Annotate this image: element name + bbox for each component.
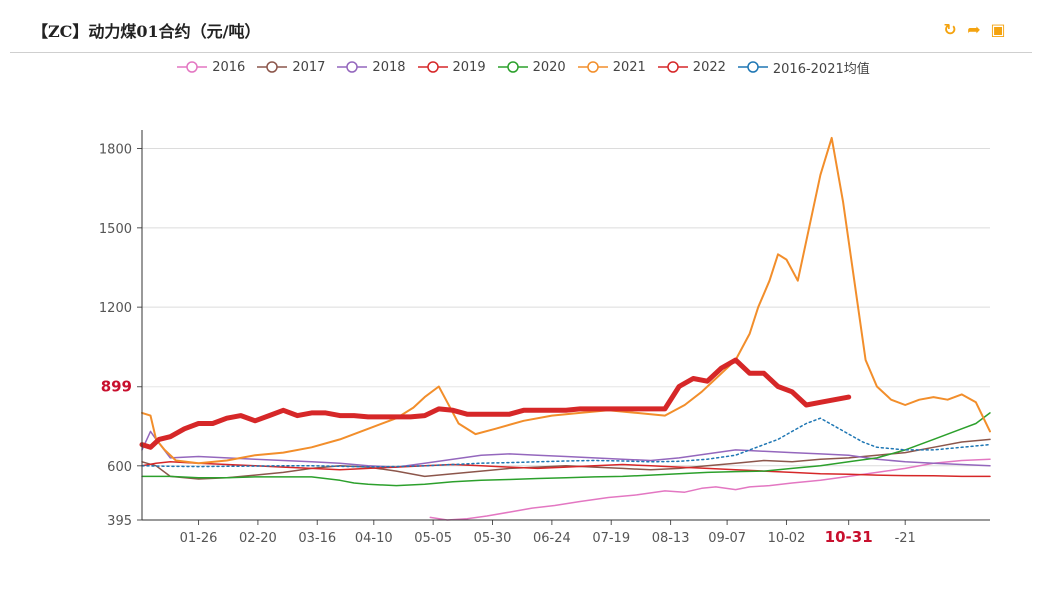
restore-icon[interactable]: ↻ bbox=[943, 20, 957, 39]
x-tick-label: 06-24 bbox=[533, 531, 571, 546]
legend-symbol-icon bbox=[497, 61, 528, 73]
legend-symbol-icon bbox=[177, 61, 208, 73]
legend-label: 2017 bbox=[292, 59, 326, 75]
x-tick-highlight: 10-31 bbox=[825, 528, 873, 546]
legend-marker bbox=[266, 61, 279, 73]
share-icon[interactable]: ➦ bbox=[967, 20, 981, 39]
legend-marker bbox=[747, 61, 759, 73]
y-tick-label: 600 bbox=[107, 460, 132, 475]
series-line-2019[interactable] bbox=[141, 461, 991, 478]
series-line-2022[interactable] bbox=[139, 357, 852, 450]
legend-marker bbox=[586, 61, 599, 73]
x-tick-label: 04-10 bbox=[355, 531, 393, 546]
legend-symbol-icon bbox=[417, 61, 448, 73]
x-tick-label: 03-16 bbox=[298, 531, 336, 546]
legend-label: 2019 bbox=[452, 59, 486, 75]
y-tick-label: 1200 bbox=[99, 301, 132, 316]
chart-header: 【ZC】动力煤01合约（元/吨） ↻ ➦ ▣ bbox=[10, 0, 1032, 53]
legend-label: 2016 bbox=[212, 59, 246, 75]
x-tick-label: -21 bbox=[895, 531, 916, 546]
legend-item-2022[interactable]: 2022 bbox=[657, 56, 726, 78]
legend-symbol-icon bbox=[337, 61, 368, 73]
series-group bbox=[139, 136, 991, 521]
legend-label: 2018 bbox=[372, 59, 406, 75]
series-line-2020[interactable] bbox=[141, 412, 991, 487]
y-tick-label: 395 bbox=[107, 514, 132, 529]
legend-item-2019[interactable]: 2019 bbox=[417, 56, 486, 78]
legend-label: 2022 bbox=[692, 59, 726, 75]
y-tick-label: 1800 bbox=[99, 143, 132, 158]
y-tick-label: 1500 bbox=[99, 222, 132, 237]
series-line-2016-2021均值[interactable] bbox=[141, 417, 991, 468]
legend-label: 2020 bbox=[532, 59, 566, 75]
chart-title: 【ZC】动力煤01合约（元/吨） bbox=[32, 22, 261, 41]
x-tick-label: 09-07 bbox=[708, 531, 746, 546]
legend-label: 2021 bbox=[612, 59, 646, 75]
save-image-icon[interactable]: ▣ bbox=[990, 20, 1006, 39]
legend-item-2017[interactable]: 2017 bbox=[257, 56, 325, 78]
legend-symbol-icon bbox=[257, 61, 288, 73]
x-tick-label: 01-26 bbox=[180, 531, 218, 546]
legend-item-2018[interactable]: 2018 bbox=[337, 56, 406, 78]
legend-marker bbox=[667, 61, 679, 73]
x-tick-label: 05-30 bbox=[474, 531, 512, 546]
x-tick-label: 02-20 bbox=[239, 531, 277, 546]
legend-symbol-icon bbox=[657, 61, 688, 73]
chart-legend: 2016 2017 2018 2019 2020 2021 2022 2016-2021均值 bbox=[0, 56, 1047, 78]
series-line-2018[interactable] bbox=[141, 430, 991, 468]
legend-marker bbox=[346, 61, 359, 73]
series-line-2021[interactable] bbox=[141, 136, 991, 465]
legend-marker bbox=[426, 61, 439, 73]
legend-label: 2016-2021均值 bbox=[772, 61, 870, 77]
legend-symbol-icon bbox=[577, 61, 608, 73]
y-tick-highlight: 899 bbox=[101, 378, 132, 396]
chart-toolbox: ↻ ➦ ▣ bbox=[940, 20, 1008, 40]
legend-item-2021[interactable]: 2021 bbox=[577, 56, 646, 78]
legend-marker bbox=[506, 61, 519, 73]
axes-group: 395 600 899 1200 1500 1800 01-26 02-20 03-16 04-1… bbox=[99, 130, 990, 546]
legend-item-2016-2021均值[interactable]: 2016-2021均值 bbox=[737, 56, 870, 78]
x-tick-label: 05-05 bbox=[414, 531, 452, 546]
x-tick-label: 07-19 bbox=[592, 531, 630, 546]
legend-item-2020[interactable]: 2020 bbox=[497, 56, 566, 78]
legend-item-2016[interactable]: 2016 bbox=[177, 56, 245, 78]
series-line-2017[interactable] bbox=[141, 438, 991, 480]
grid-lines bbox=[142, 148, 990, 467]
series-line-2016[interactable] bbox=[429, 458, 991, 521]
legend-symbol-icon bbox=[737, 61, 768, 73]
legend-marker bbox=[186, 61, 198, 73]
x-tick-label: 10-02 bbox=[768, 531, 806, 546]
x-tick-label: 08-13 bbox=[652, 531, 690, 546]
